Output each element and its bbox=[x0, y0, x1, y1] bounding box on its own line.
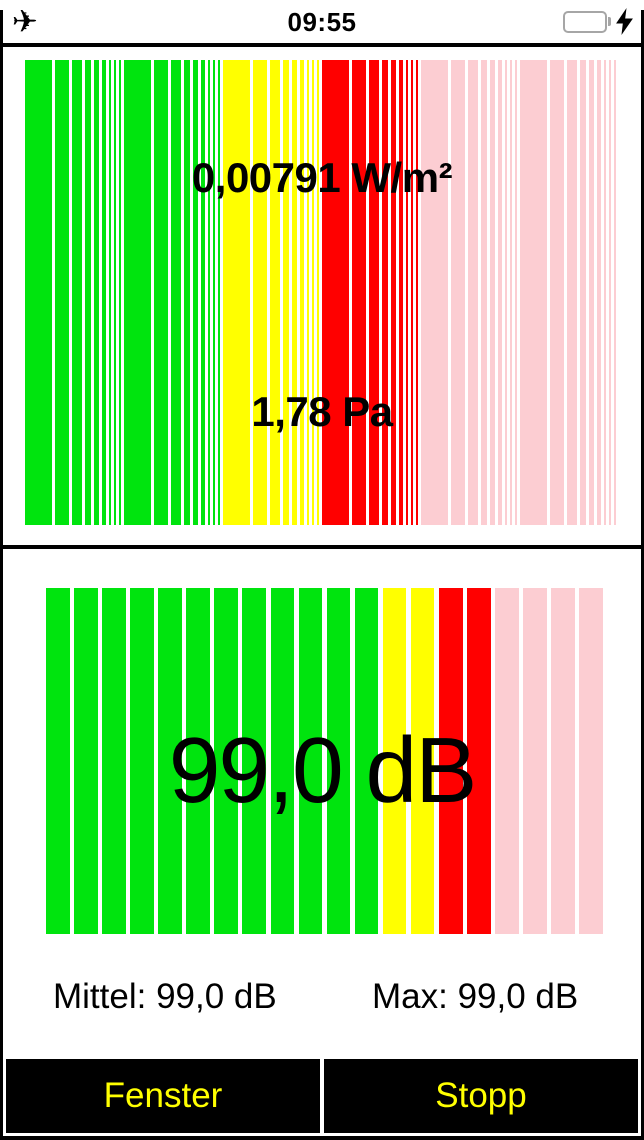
log-scale-bar bbox=[405, 60, 409, 525]
log-scale-bar bbox=[312, 60, 315, 525]
db-scale-bar bbox=[326, 588, 351, 934]
log-scale-bar bbox=[369, 60, 379, 525]
db-scale-bar bbox=[74, 588, 98, 934]
db-scale-bar bbox=[130, 588, 154, 934]
log-scale-bar bbox=[416, 60, 418, 525]
log-scale-bar bbox=[54, 60, 70, 525]
db-scale-bar bbox=[298, 588, 323, 934]
mittel-value: Mittel: 99,0 dB bbox=[53, 977, 277, 1016]
log-scale-bars bbox=[25, 60, 619, 525]
charging-bolt-icon bbox=[616, 8, 633, 35]
battery-icon bbox=[563, 0, 633, 43]
log-scale-bar bbox=[213, 60, 216, 525]
db-scale-bar bbox=[579, 588, 603, 934]
log-scale-bar bbox=[218, 60, 220, 525]
db-scale-bars bbox=[46, 588, 603, 934]
log-scale-bar bbox=[207, 60, 211, 525]
db-scale-bar bbox=[354, 588, 379, 934]
db-scale-bar bbox=[495, 588, 519, 934]
log-scale-bar bbox=[94, 60, 100, 525]
log-scale-bar bbox=[450, 60, 466, 525]
log-scale-bar bbox=[411, 60, 414, 525]
log-scale-bar bbox=[84, 60, 92, 525]
log-scale-bar bbox=[102, 60, 106, 525]
db-scale-bar bbox=[551, 588, 575, 934]
log-scale-bar bbox=[153, 60, 169, 525]
log-scale-bar bbox=[421, 60, 448, 525]
log-scale-bar bbox=[252, 60, 268, 525]
log-scale-bar bbox=[351, 60, 367, 525]
log-scale-bar bbox=[567, 60, 577, 525]
log-scale-bar bbox=[193, 60, 199, 525]
log-scale-bar bbox=[614, 60, 616, 525]
log-scale-bar bbox=[609, 60, 612, 525]
log-scale-bar bbox=[391, 60, 397, 525]
log-scale-bar bbox=[589, 60, 595, 525]
status-bar: ✈ 09:55 bbox=[0, 0, 644, 43]
log-scale-bar bbox=[270, 60, 280, 525]
log-scale-bar bbox=[108, 60, 112, 525]
frame-edge-left bbox=[0, 10, 3, 44]
log-scale-bar bbox=[300, 60, 304, 525]
db-scale-bar bbox=[186, 588, 210, 934]
log-scale-bar bbox=[322, 60, 349, 525]
log-scale-bar bbox=[114, 60, 117, 525]
pressure-value: 1,78 Pa bbox=[251, 388, 393, 435]
log-scale-bar bbox=[399, 60, 403, 525]
stopp-button[interactable]: Stopp bbox=[324, 1059, 638, 1133]
log-scale-bar bbox=[223, 60, 250, 525]
db-value: 99,0 dB bbox=[168, 718, 478, 822]
frame-edge-right bbox=[641, 10, 644, 44]
log-scale-bar bbox=[498, 60, 502, 525]
log-scale-bar bbox=[597, 60, 601, 525]
log-scale-bar bbox=[306, 60, 310, 525]
fenster-button[interactable]: Fenster bbox=[6, 1059, 320, 1133]
log-scale-bar bbox=[504, 60, 508, 525]
log-scale-bar bbox=[119, 60, 121, 525]
log-scale-bar bbox=[603, 60, 607, 525]
db-scale-bar bbox=[46, 588, 70, 934]
db-scale-bar bbox=[382, 588, 407, 934]
log-scale-bar bbox=[25, 60, 52, 525]
intensity-scale-panel: 0,00791 W/m² 1,78 Pa bbox=[0, 43, 644, 549]
db-scale-bar bbox=[438, 588, 463, 934]
db-scale-bar bbox=[102, 588, 126, 934]
log-scale-bar bbox=[124, 60, 151, 525]
status-clock: 09:55 bbox=[287, 7, 357, 37]
log-scale-bar bbox=[317, 60, 319, 525]
airplane-mode-icon: ✈ bbox=[12, 4, 38, 39]
log-scale-bar bbox=[72, 60, 82, 525]
log-scale-bar bbox=[579, 60, 587, 525]
log-scale-bar bbox=[381, 60, 389, 525]
log-scale-bar bbox=[171, 60, 181, 525]
decibel-panel: 99,0 dB Mittel: 99,0 dB Max: 99,0 dB Fen… bbox=[0, 549, 644, 1140]
log-scale-bar bbox=[520, 60, 547, 525]
battery-body bbox=[563, 10, 607, 33]
battery-cap bbox=[608, 17, 611, 26]
db-scale-bar bbox=[242, 588, 267, 934]
log-scale-bar bbox=[282, 60, 290, 525]
log-scale-bar bbox=[510, 60, 513, 525]
log-scale-bar bbox=[480, 60, 488, 525]
db-scale-bar bbox=[523, 588, 547, 934]
log-scale-bar bbox=[515, 60, 517, 525]
log-scale-bar bbox=[468, 60, 478, 525]
intensity-value: 0,00791 W/m² bbox=[191, 154, 453, 201]
log-scale-bar bbox=[490, 60, 496, 525]
max-value: Max: 99,0 dB bbox=[372, 977, 579, 1016]
db-scale-bar bbox=[466, 588, 491, 934]
db-scale-bar bbox=[158, 588, 182, 934]
log-scale-bar bbox=[292, 60, 298, 525]
db-scale-bar bbox=[270, 588, 295, 934]
log-scale-bar bbox=[201, 60, 205, 525]
log-scale-bar bbox=[183, 60, 191, 525]
log-scale-bar bbox=[549, 60, 565, 525]
db-scale-bar bbox=[214, 588, 239, 934]
db-scale-bar bbox=[410, 588, 435, 934]
